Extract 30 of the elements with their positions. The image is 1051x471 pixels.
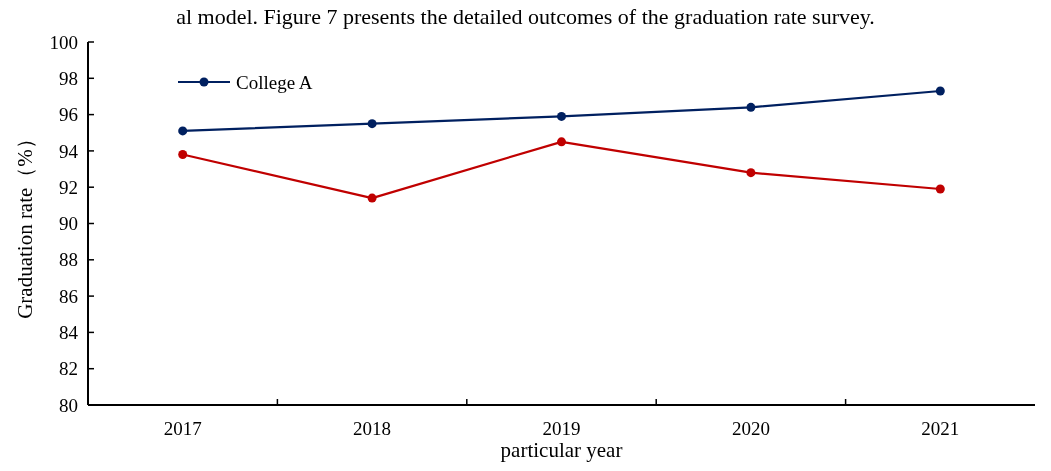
x-axis-title: particular year: [500, 438, 623, 462]
y-tick-label: 100: [49, 31, 78, 53]
point: [935, 184, 945, 194]
y-axis-title: Graduation rate（%）: [13, 128, 37, 319]
x-tick-label: 2020: [731, 418, 770, 439]
x-tick-label: 2019: [542, 418, 581, 439]
y-tick-label: 82: [59, 358, 78, 380]
point: [935, 86, 945, 96]
point: [178, 126, 188, 136]
point: [746, 102, 756, 112]
legend-label: College A: [236, 71, 313, 93]
point: [367, 193, 377, 203]
y-tick-label: 88: [59, 249, 78, 271]
point: [746, 168, 756, 178]
y-tick-label: 96: [59, 104, 78, 126]
y-tick-label: 86: [59, 285, 78, 307]
y-tick-label: 80: [59, 394, 78, 416]
point: [557, 137, 566, 147]
x-tick-label: 2018: [353, 418, 392, 439]
text: al model. Figure 7 presents the detailed outcomes of the graduation rate survey.: [176, 4, 875, 29]
y-tick-label: 94: [59, 140, 79, 162]
y-tick-label: 90: [59, 213, 78, 235]
point: [367, 119, 377, 129]
x-tick-label: 2017: [163, 418, 202, 439]
point: [178, 150, 188, 160]
y-tick-label: 84: [59, 322, 79, 344]
point: [557, 111, 566, 121]
y-tick-label: 92: [59, 176, 78, 198]
x-tick-label: 2021: [921, 418, 960, 439]
y-tick-label: 98: [59, 67, 78, 89]
